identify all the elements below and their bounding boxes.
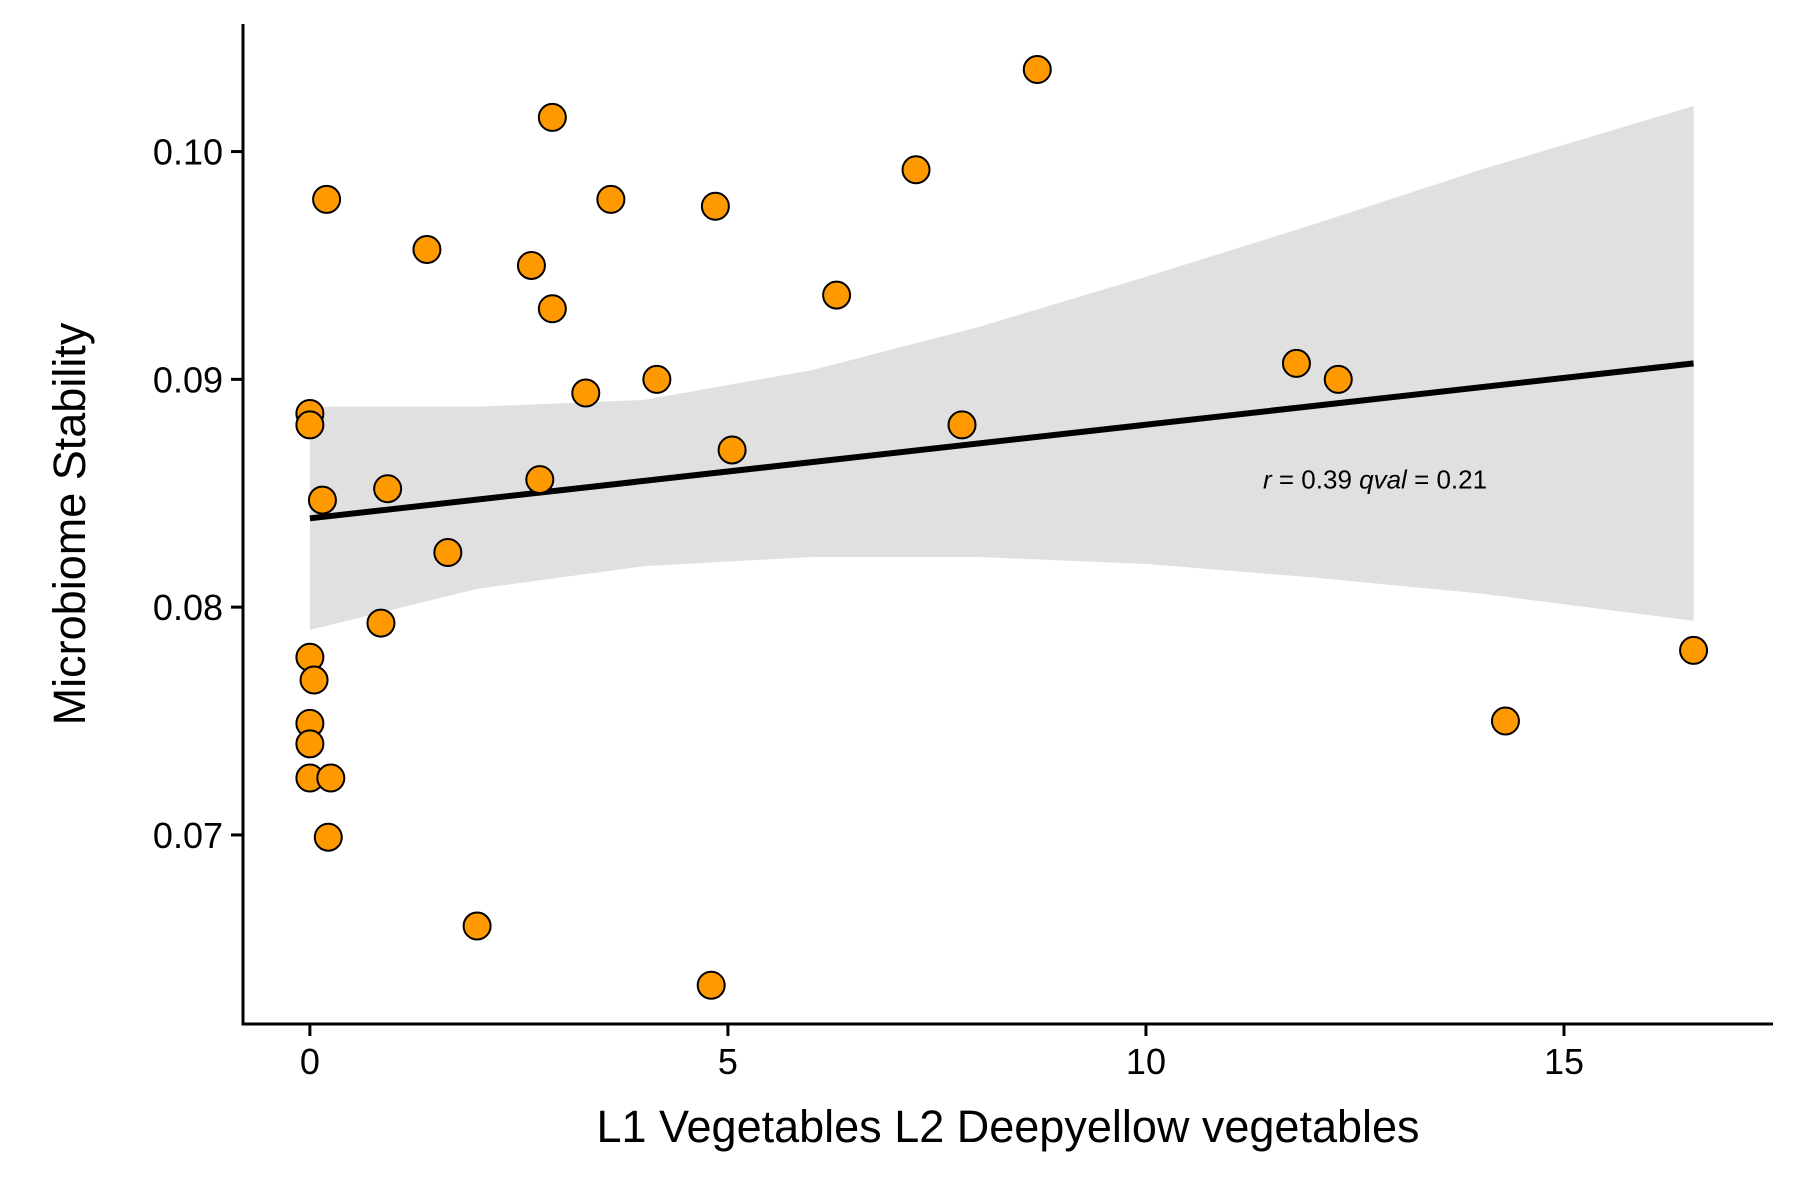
annotation-r-symbol: r xyxy=(1263,465,1273,495)
data-point xyxy=(299,665,329,695)
data-point xyxy=(295,729,325,759)
data-point xyxy=(537,294,567,324)
data-point xyxy=(295,410,325,440)
data-point xyxy=(571,378,601,408)
data-point xyxy=(700,191,730,221)
data-point xyxy=(1323,364,1353,394)
data-point xyxy=(596,184,626,214)
y-tick-label: 0.10 xyxy=(153,132,223,173)
data-point xyxy=(537,102,567,132)
y-tick-label: 0.07 xyxy=(153,815,223,856)
data-point xyxy=(366,608,396,638)
data-point xyxy=(412,235,442,265)
annotation-q-value: = 0.21 xyxy=(1407,465,1487,495)
x-tick-label: 10 xyxy=(1126,1041,1166,1082)
annotation-q-symbol: qval xyxy=(1359,465,1408,495)
data-point xyxy=(373,474,403,504)
data-point xyxy=(901,155,931,185)
data-point xyxy=(312,184,342,214)
y-tick-label: 0.08 xyxy=(153,587,223,628)
data-point xyxy=(462,911,492,941)
x-tick-label: 5 xyxy=(718,1041,738,1082)
data-point xyxy=(822,280,852,310)
x-axis-title: L1 Vegetables L2 Deepyellow vegetables xyxy=(596,1101,1419,1152)
data-point xyxy=(525,465,555,495)
confidence-band xyxy=(309,106,1694,630)
data-point xyxy=(316,763,346,793)
data-point xyxy=(516,250,546,280)
annotation-r-value: = 0.39 xyxy=(1272,465,1359,495)
y-tick-label: 0.09 xyxy=(153,359,223,400)
y-axis-ticks: 0.07 0.08 0.09 0.10 xyxy=(153,132,243,856)
correlation-annotation: r = 0.39 qval = 0.21 xyxy=(1263,465,1487,495)
data-point xyxy=(642,364,672,394)
data-point xyxy=(433,537,463,567)
data-point xyxy=(1022,55,1052,85)
y-axis-title: Microbiome Stability xyxy=(44,322,95,725)
data-point xyxy=(717,435,747,465)
data-point xyxy=(307,485,337,515)
data-points xyxy=(295,55,1709,1000)
x-tick-label: 15 xyxy=(1544,1041,1584,1082)
data-point xyxy=(947,410,977,440)
data-point xyxy=(313,822,343,852)
data-point xyxy=(696,970,726,1000)
x-axis-ticks: 0 5 10 15 xyxy=(300,1024,1584,1082)
x-tick-label: 0 xyxy=(300,1041,320,1082)
data-point xyxy=(1281,348,1311,378)
data-point xyxy=(1490,706,1520,736)
data-point xyxy=(1679,635,1709,665)
